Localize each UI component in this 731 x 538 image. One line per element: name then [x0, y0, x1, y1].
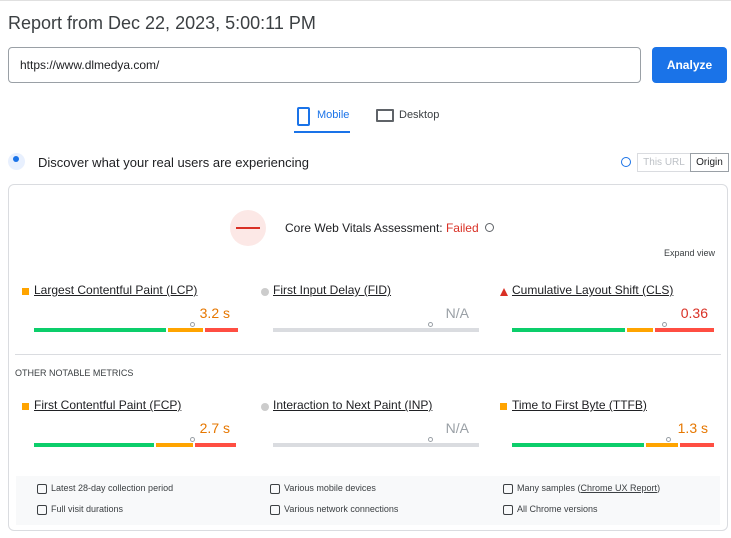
footer-icon: [37, 505, 47, 515]
footer-item: All Chrome versions: [517, 504, 598, 514]
marker: [190, 437, 195, 442]
distribution-segment: [273, 328, 479, 332]
desktop-icon: [376, 109, 394, 122]
footer-text: ): [657, 483, 661, 493]
footer-icon: [37, 484, 47, 494]
metric-name[interactable]: Interaction to Next Paint (INP): [273, 398, 433, 412]
tab-label: Desktop: [399, 109, 440, 121]
footer-text: Latest 28-day collection period: [51, 483, 174, 493]
tab-label: Mobile: [317, 109, 350, 121]
field-heading: Discover what your real users are experi…: [38, 155, 309, 170]
metric-value: 2.7 s: [199, 420, 230, 436]
footer-text: Many samples (: [517, 483, 581, 493]
footer-item: Full visit durations: [51, 504, 123, 514]
marker: [666, 437, 671, 442]
distribution-segment: [655, 328, 714, 332]
metric-value: N/A: [445, 420, 469, 436]
toggle-this-url[interactable]: This URL: [637, 153, 691, 172]
report-title: Report from Dec 22, 2023, 5:00:11 PM: [8, 13, 316, 33]
divider: [15, 354, 721, 355]
help-icon[interactable]: [485, 223, 494, 232]
info-icon[interactable]: [621, 157, 631, 167]
footer-item: Various mobile devices: [284, 483, 376, 493]
status-indicator: [500, 288, 508, 296]
distribution-segment: [512, 328, 625, 332]
distribution-segment: [273, 443, 479, 447]
toggle-origin[interactable]: Origin: [690, 153, 729, 172]
assessment-label: Core Web Vitals Assessment:: [285, 221, 443, 235]
footer-icon: [270, 484, 280, 494]
footer-icon: [503, 505, 513, 515]
distribution-segment: [512, 443, 644, 447]
footer: [16, 476, 720, 525]
status-indicator: [22, 288, 29, 295]
assessment-status: Failed: [445, 221, 479, 235]
metric-name[interactable]: First Input Delay (FID): [273, 283, 392, 297]
marker: [190, 322, 195, 327]
footer-icon: [503, 484, 513, 494]
analyze-button[interactable]: Analyze: [652, 47, 727, 83]
metric-name[interactable]: Cumulative Layout Shift (CLS): [512, 283, 674, 297]
top-border: [0, 0, 731, 1]
distribution-segment: [34, 443, 154, 447]
metric-name[interactable]: First Contentful Paint (FCP): [34, 398, 182, 412]
distribution-segment: [195, 443, 236, 447]
status-indicator: [500, 403, 507, 410]
metric-value: N/A: [445, 305, 469, 321]
assessment: Core Web Vitals Assessment: Failed: [285, 221, 494, 235]
metric-value: 1.3 s: [677, 420, 708, 436]
distribution-segment: [34, 328, 166, 332]
distribution-segment: [205, 328, 238, 332]
footer-icon: [270, 505, 280, 515]
expand-view[interactable]: Expand view: [663, 248, 715, 258]
distribution-segment: [680, 443, 714, 447]
footer-item: Various network connections: [284, 504, 398, 514]
marker: [662, 322, 667, 327]
desktop-tab[interactable]: Desktop: [375, 104, 445, 134]
marker: [428, 322, 433, 327]
card: [8, 184, 728, 531]
metric-name[interactable]: Largest Contentful Paint (LCP): [34, 283, 198, 297]
distribution-segment: [168, 328, 203, 332]
metric-value: 0.36: [680, 305, 708, 321]
marker: [428, 437, 433, 442]
footer-text: All Chrome versions: [517, 504, 598, 514]
footer-item: Latest 28-day collection period: [51, 483, 173, 493]
assessment-icon: [230, 210, 266, 246]
mobile-tab[interactable]: Mobile: [294, 104, 354, 134]
distribution-segment: [646, 443, 678, 447]
status-indicator: [261, 403, 269, 411]
distribution-segment: [156, 443, 193, 447]
users-icon: [8, 153, 25, 170]
footer-text: Various network connections: [284, 504, 399, 514]
status-indicator: [22, 403, 29, 410]
url-input[interactable]: https://www.dlmedya.com/: [8, 47, 641, 83]
footer-text: Various mobile devices: [284, 483, 376, 493]
metric-name[interactable]: Time to First Byte (TTFB): [512, 398, 647, 412]
mobile-icon: [297, 107, 310, 126]
footer-text[interactable]: Chrome UX Report: [580, 483, 658, 493]
footer-text: Full visit durations: [51, 504, 124, 514]
status-indicator: [261, 288, 269, 296]
footer-item: Many samples (Chrome UX Report): [517, 483, 660, 493]
distribution-segment: [627, 328, 653, 332]
metric-value: 3.2 s: [199, 305, 230, 321]
url-text: https://www.dlmedya.com/: [20, 58, 160, 72]
other-heading: OTHER NOTABLE METRICS: [15, 368, 134, 378]
tab-underline: [294, 131, 350, 133]
